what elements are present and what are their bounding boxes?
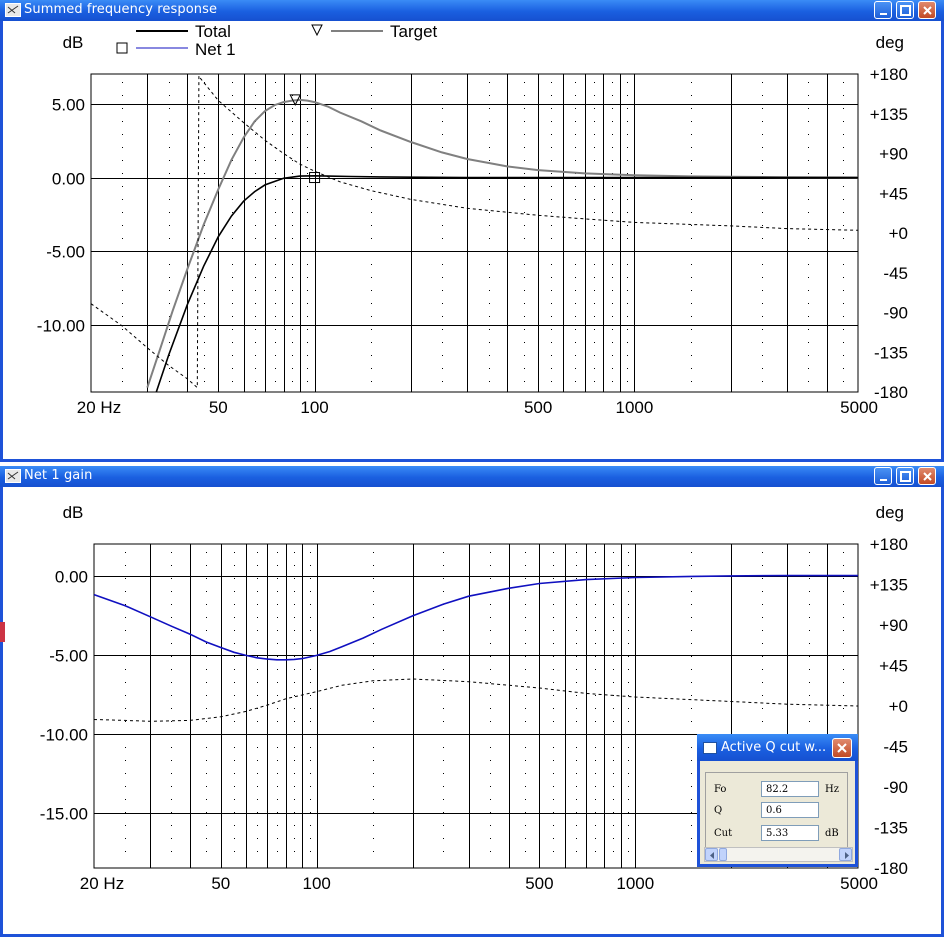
fo-input[interactable]: 82.2: [761, 781, 819, 797]
dialog-title: Active Q cut w...: [721, 740, 827, 755]
y2-tick-label: -180: [874, 859, 908, 878]
target-marker: [289, 94, 302, 107]
y2-tick-label: +180: [870, 65, 908, 84]
y2-tick-label: -45: [883, 264, 908, 283]
legend-label-total: Total: [195, 22, 231, 41]
minimize-button[interactable]: [874, 467, 892, 485]
y2-tick-label: +90: [879, 616, 908, 635]
y2-tick-label: +180: [870, 535, 908, 554]
series-line-net-1: [93, 574, 858, 661]
x-tick-label: 500: [524, 398, 552, 417]
y-tick-label: -10.00: [40, 726, 88, 745]
fo-row: Fo 82.2 Hz: [706, 780, 847, 800]
y-tick-label: -5.00: [49, 647, 88, 666]
y2-tick-label: +45: [879, 657, 908, 676]
close-button[interactable]: [918, 1, 936, 19]
dialog-close-button[interactable]: [832, 738, 852, 758]
dialog-icon: [703, 742, 717, 754]
fo-unit: Hz: [825, 784, 839, 795]
y2-tick-label: +135: [870, 576, 908, 595]
y2-tick-label: +90: [879, 145, 908, 164]
y2-tick-label: -135: [874, 819, 908, 838]
fo-label: Fo: [714, 784, 727, 795]
legend-label-target: Target: [390, 22, 438, 41]
maximize-button[interactable]: [896, 1, 914, 19]
legend-label-net1: Net 1: [195, 40, 236, 59]
x-tick-label: 500: [525, 874, 553, 893]
window-title: Summed frequency response: [24, 2, 218, 17]
window-icon: [5, 3, 21, 17]
dialog-fields: Fo 82.2 Hz Q 0.6 Cut 5.33 dB: [705, 772, 848, 850]
y2-tick-label: +0: [889, 697, 908, 716]
cut-label: Cut: [714, 828, 733, 839]
q-input[interactable]: 0.6: [761, 802, 819, 818]
scroll-right-icon[interactable]: [839, 848, 852, 861]
y-tick-label: -5.00: [46, 243, 85, 262]
background-window-edge: [0, 622, 5, 642]
title-bar[interactable]: Summed frequency response: [0, 0, 944, 21]
y-tick-label: 5.00: [52, 96, 85, 115]
title-bar[interactable]: Net 1 gain: [0, 466, 944, 487]
x-tick-label: 20 Hz: [80, 874, 124, 893]
q-row: Q 0.6: [706, 801, 847, 821]
series-line-total-phase: [90, 74, 859, 389]
y-tick-label: 0.00: [52, 170, 85, 189]
window-title: Net 1 gain: [24, 468, 93, 483]
y2-tick-label: -180: [874, 383, 908, 402]
series-line-net-1-phase: [93, 678, 859, 722]
y-axis-label: dB: [63, 33, 84, 52]
y2-tick-label: -90: [883, 304, 908, 323]
x-tick-label: 5000: [840, 398, 878, 417]
maximize-button[interactable]: [896, 467, 914, 485]
x-tick-label: 20 Hz: [77, 398, 121, 417]
window-icon: [5, 469, 21, 483]
net1-gain-chart[interactable]: 0.00 -5.00 -10.00 -15.00 +180 +135 +90 +45 +0 -45…: [3, 487, 941, 934]
y2-tick-label: +45: [879, 184, 908, 203]
scroll-thumb[interactable]: [719, 848, 727, 861]
y2-tick-label: -90: [883, 778, 908, 797]
y-tick-label: -10.00: [37, 317, 85, 336]
x-tick-label: 5000: [840, 874, 878, 893]
x-tick-label: 50: [211, 874, 230, 893]
x-tick-label: 50: [209, 398, 228, 417]
y2-tick-label: -135: [874, 343, 908, 362]
series-line-target: [146, 98, 859, 388]
x-tick-label: 1000: [616, 874, 654, 893]
summed-response-chart[interactable]: 5.00 0.00 -5.00 -10.00 +180 +135 +90 +45 +0 -45 -9…: [3, 21, 941, 459]
y2-axis-label: deg: [876, 503, 904, 522]
dialog-title-bar[interactable]: Active Q cut w...: [697, 734, 858, 761]
x-tick-label: 100: [303, 874, 331, 893]
cut-unit: dB: [825, 828, 839, 839]
active-q-cut-dialog: Active Q cut w... Fo 82.2 Hz Q 0.6 Cut 5…: [697, 734, 858, 867]
y2-tick-label: +0: [889, 224, 908, 243]
close-button[interactable]: [918, 467, 936, 485]
x-tick-label: 100: [300, 398, 328, 417]
plot-frame: [90, 73, 859, 393]
net1-marker: [309, 172, 321, 184]
q-label: Q: [714, 805, 723, 816]
y-axis-label: dB: [63, 503, 84, 522]
y2-axis-label: deg: [876, 33, 904, 52]
scroll-left-icon[interactable]: [705, 848, 718, 861]
y2-tick-label: +135: [870, 105, 908, 124]
summed-response-window: Summed frequency response 5.00 0.00 -5.00 -…: [0, 0, 944, 462]
y-tick-label: 0.00: [55, 568, 88, 587]
legend-triangle-icon: [311, 24, 323, 37]
x-tick-label: 1000: [616, 398, 654, 417]
dialog-scrollbar[interactable]: [704, 847, 853, 862]
y2-tick-label: -45: [883, 738, 908, 757]
cut-input[interactable]: 5.33: [761, 825, 819, 841]
cut-row: Cut 5.33 dB: [706, 824, 847, 844]
minimize-button[interactable]: [874, 1, 892, 19]
y-tick-label: -15.00: [40, 805, 88, 824]
series-line-total: [155, 174, 858, 393]
legend-square-icon: [116, 42, 128, 54]
